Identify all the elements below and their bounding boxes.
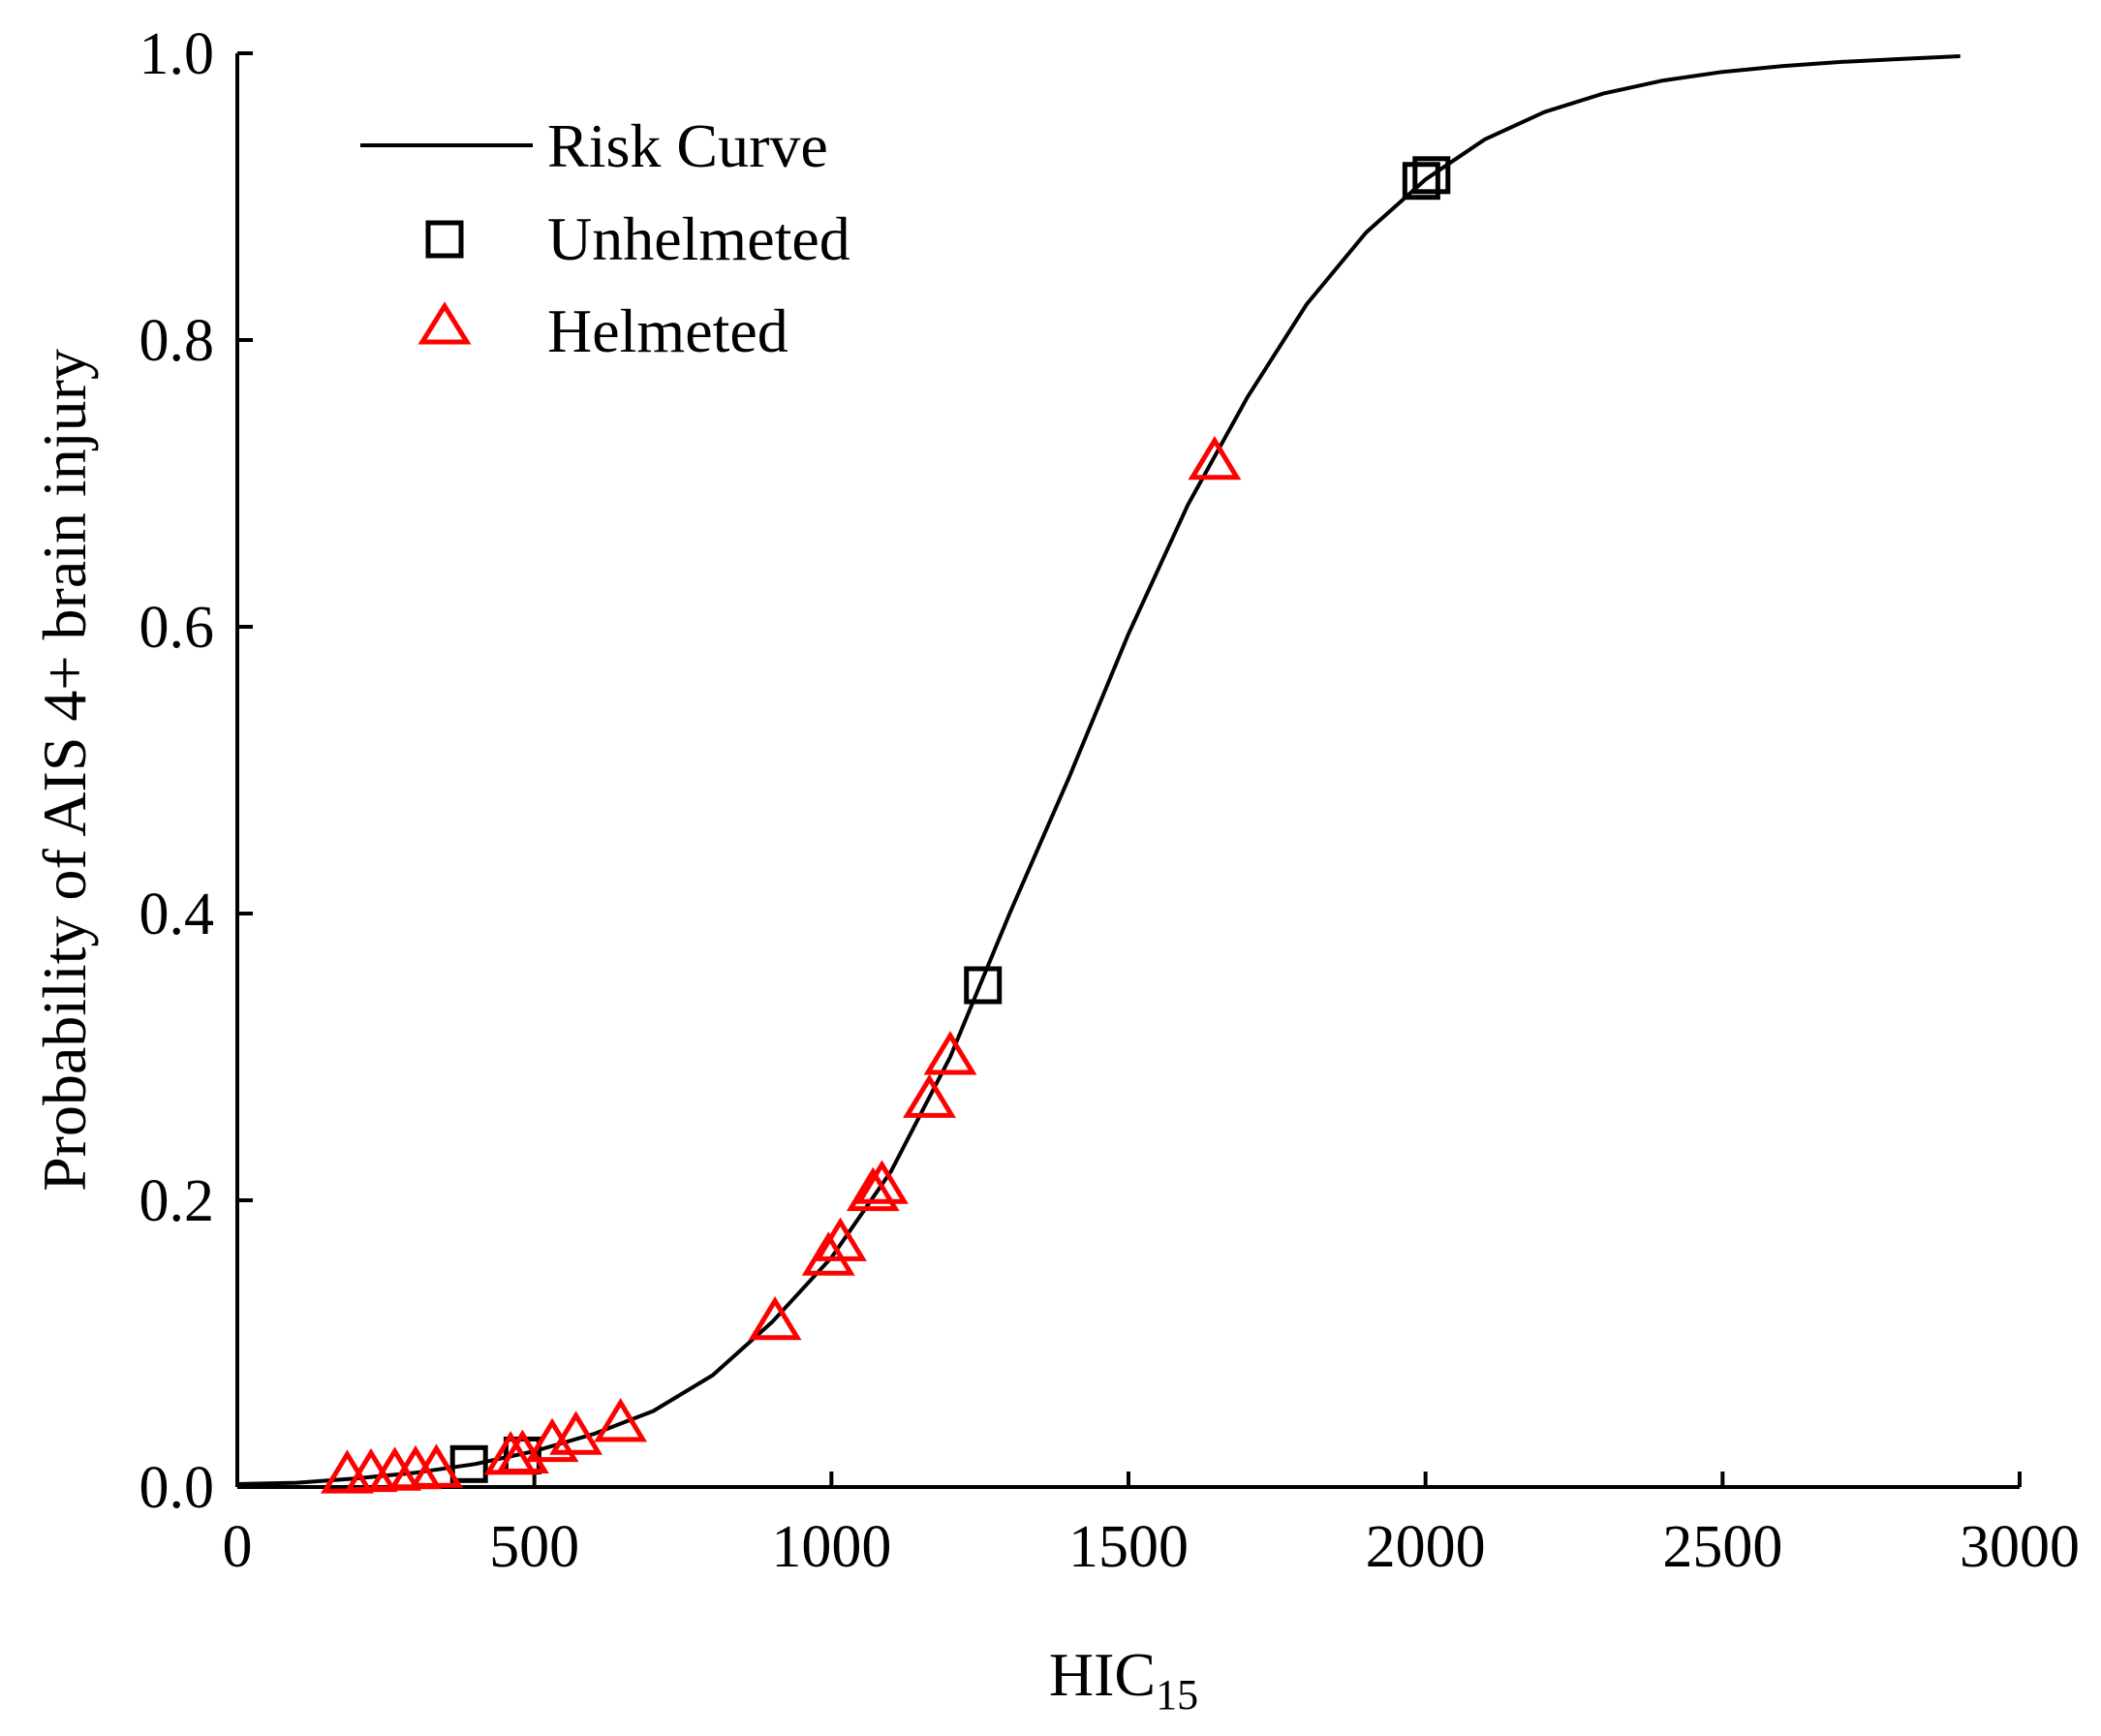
risk-curve-layer bbox=[236, 54, 1961, 1486]
helmeted-point bbox=[549, 1410, 603, 1455]
x-axis-title: HIC15 bbox=[1049, 1640, 1198, 1719]
ticks-layer: 0 500 1000 1500 2000 2500 3000 0.0 0.2 0.4 0.6 0.8 1… bbox=[139, 21, 2081, 1580]
unhelmeted-point bbox=[1402, 162, 1440, 201]
x-tick-label: 3000 bbox=[1960, 1514, 2080, 1580]
helmeted-point bbox=[846, 1166, 900, 1212]
helmeted-point bbox=[801, 1231, 855, 1276]
helmeted-point bbox=[410, 1443, 463, 1488]
x-tick-label: 2500 bbox=[1662, 1514, 1782, 1580]
helmeted-point bbox=[855, 1160, 909, 1204]
y-tick-label: 0.4 bbox=[139, 882, 215, 947]
legend-risk-curve-label: Risk Curve bbox=[547, 111, 828, 180]
unhelmeted-point bbox=[964, 966, 1003, 1005]
x-axis-title-main: HIC bbox=[1049, 1640, 1156, 1709]
y-tick-label: 0.0 bbox=[139, 1455, 215, 1521]
helmeted-point bbox=[748, 1295, 802, 1341]
helmeted-point bbox=[525, 1417, 579, 1463]
x-tick-label: 2000 bbox=[1366, 1514, 1486, 1580]
unhelmeted-point bbox=[449, 1444, 488, 1483]
x-tick-label: 1500 bbox=[1068, 1514, 1189, 1580]
helmeted-point bbox=[594, 1398, 648, 1442]
legend-helmeted-label: Helmeted bbox=[547, 296, 788, 365]
helmeted-point bbox=[923, 1031, 977, 1075]
helmeted-point bbox=[814, 1217, 867, 1261]
helmeted-point bbox=[1188, 435, 1242, 480]
markers-layer bbox=[321, 156, 1451, 1494]
y-tick-label: 0.2 bbox=[139, 1168, 215, 1234]
legend-helmeted-swatch bbox=[417, 301, 472, 345]
x-tick-label: 500 bbox=[489, 1514, 579, 1580]
y-tick-label: 0.8 bbox=[139, 308, 215, 374]
y-tick-label: 1.0 bbox=[139, 21, 215, 87]
x-tick-label: 0 bbox=[223, 1514, 253, 1580]
legend-unhelmeted-label: Unhelmeted bbox=[547, 204, 850, 273]
y-tick-label: 0.6 bbox=[139, 595, 215, 661]
unhelmeted-point bbox=[1412, 156, 1451, 195]
helmeted-point bbox=[903, 1073, 956, 1118]
y-axis-title: Probability of AIS 4+ brain injury bbox=[30, 349, 99, 1192]
legend-unhelmeted-swatch bbox=[425, 220, 464, 259]
risk-curve-line bbox=[236, 54, 1961, 1486]
x-tick-label: 1000 bbox=[771, 1514, 891, 1580]
x-axis-title-subscript: 15 bbox=[1156, 1671, 1198, 1719]
legend: Risk Curve Unhelmeted Helmeted bbox=[360, 111, 850, 365]
